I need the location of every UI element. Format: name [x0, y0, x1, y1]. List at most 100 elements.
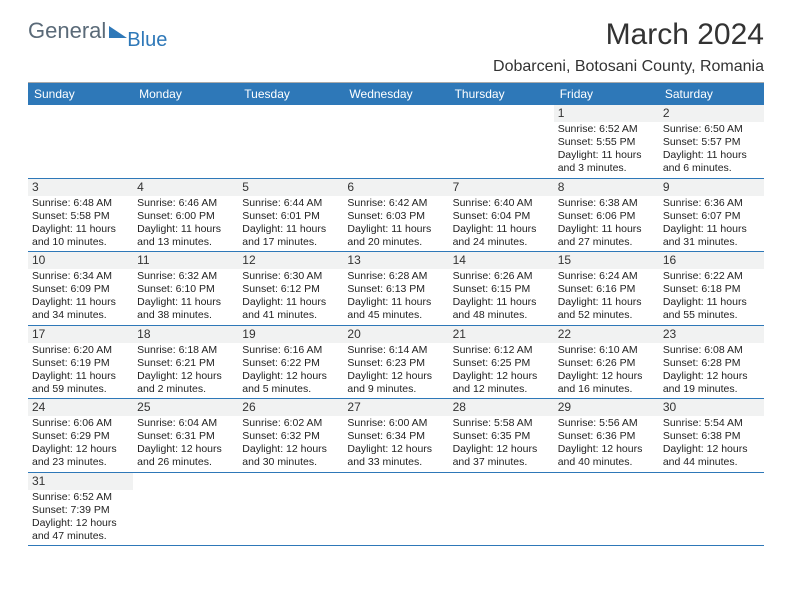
day-cell: 19Sunrise: 6:16 AMSunset: 6:22 PMDayligh… [238, 326, 343, 399]
day-number: 3 [28, 179, 133, 196]
day-daylight1: Daylight: 11 hours [453, 223, 550, 236]
day-sunset: Sunset: 6:36 PM [558, 430, 655, 443]
location: Dobarceni, Botosani County, Romania [493, 58, 764, 76]
day-sunset: Sunset: 5:55 PM [558, 136, 655, 149]
day-daylight2: and 5 minutes. [242, 383, 339, 396]
day-sunset: Sunset: 6:29 PM [32, 430, 129, 443]
day-number: 1 [554, 105, 659, 122]
day-sunrise: Sunrise: 6:20 AM [32, 344, 129, 357]
day-sunset: Sunset: 6:16 PM [558, 283, 655, 296]
week-row: 24Sunrise: 6:06 AMSunset: 6:29 PMDayligh… [28, 399, 764, 473]
day-cell: 29Sunrise: 5:56 AMSunset: 6:36 PMDayligh… [554, 399, 659, 472]
day-daylight1: Daylight: 12 hours [347, 443, 444, 456]
day-cell: 5Sunrise: 6:44 AMSunset: 6:01 PMDaylight… [238, 179, 343, 252]
day-sunset: Sunset: 5:57 PM [663, 136, 760, 149]
weekday-header-cell: Friday [554, 83, 659, 105]
day-daylight1: Daylight: 11 hours [558, 223, 655, 236]
day-daylight2: and 37 minutes. [453, 456, 550, 469]
day-number: 24 [28, 399, 133, 416]
day-daylight1: Daylight: 12 hours [32, 443, 129, 456]
day-cell [659, 473, 764, 546]
day-sunrise: Sunrise: 6:22 AM [663, 270, 760, 283]
logo: General Blue [28, 18, 169, 44]
day-sunset: Sunset: 6:00 PM [137, 210, 234, 223]
day-daylight1: Daylight: 12 hours [663, 370, 760, 383]
day-cell: 3Sunrise: 6:48 AMSunset: 5:58 PMDaylight… [28, 179, 133, 252]
day-daylight1: Daylight: 12 hours [663, 443, 760, 456]
day-cell: 7Sunrise: 6:40 AMSunset: 6:04 PMDaylight… [449, 179, 554, 252]
day-sunset: Sunset: 6:12 PM [242, 283, 339, 296]
day-sunrise: Sunrise: 5:54 AM [663, 417, 760, 430]
day-sunrise: Sunrise: 5:58 AM [453, 417, 550, 430]
day-cell: 25Sunrise: 6:04 AMSunset: 6:31 PMDayligh… [133, 399, 238, 472]
logo-flag-icon [109, 26, 127, 38]
week-row: 31Sunrise: 6:52 AMSunset: 7:39 PMDayligh… [28, 473, 764, 547]
day-number: 8 [554, 179, 659, 196]
day-daylight1: Daylight: 11 hours [347, 223, 444, 236]
day-cell: 14Sunrise: 6:26 AMSunset: 6:15 PMDayligh… [449, 252, 554, 325]
day-sunset: Sunset: 6:04 PM [453, 210, 550, 223]
day-number: 17 [28, 326, 133, 343]
day-daylight1: Daylight: 12 hours [453, 370, 550, 383]
day-cell: 20Sunrise: 6:14 AMSunset: 6:23 PMDayligh… [343, 326, 448, 399]
day-sunset: Sunset: 6:10 PM [137, 283, 234, 296]
day-cell: 6Sunrise: 6:42 AMSunset: 6:03 PMDaylight… [343, 179, 448, 252]
day-cell: 28Sunrise: 5:58 AMSunset: 6:35 PMDayligh… [449, 399, 554, 472]
day-cell [449, 105, 554, 178]
day-sunset: Sunset: 6:15 PM [453, 283, 550, 296]
day-cell: 10Sunrise: 6:34 AMSunset: 6:09 PMDayligh… [28, 252, 133, 325]
day-sunrise: Sunrise: 6:16 AM [242, 344, 339, 357]
day-sunset: Sunset: 6:34 PM [347, 430, 444, 443]
day-number: 25 [133, 399, 238, 416]
day-daylight2: and 9 minutes. [347, 383, 444, 396]
day-number: 4 [133, 179, 238, 196]
day-daylight1: Daylight: 11 hours [558, 149, 655, 162]
day-sunrise: Sunrise: 6:26 AM [453, 270, 550, 283]
day-daylight2: and 33 minutes. [347, 456, 444, 469]
day-daylight2: and 17 minutes. [242, 236, 339, 249]
day-daylight2: and 26 minutes. [137, 456, 234, 469]
day-sunset: Sunset: 6:07 PM [663, 210, 760, 223]
day-cell [343, 105, 448, 178]
day-daylight2: and 59 minutes. [32, 383, 129, 396]
day-sunset: Sunset: 6:28 PM [663, 357, 760, 370]
day-sunset: Sunset: 6:38 PM [663, 430, 760, 443]
day-sunset: Sunset: 5:58 PM [32, 210, 129, 223]
logo-text-blue: Blue [127, 29, 167, 52]
day-daylight2: and 27 minutes. [558, 236, 655, 249]
day-number: 11 [133, 252, 238, 269]
day-number: 2 [659, 105, 764, 122]
day-daylight2: and 48 minutes. [453, 309, 550, 322]
week-row: 17Sunrise: 6:20 AMSunset: 6:19 PMDayligh… [28, 326, 764, 400]
day-number: 13 [343, 252, 448, 269]
day-cell: 22Sunrise: 6:10 AMSunset: 6:26 PMDayligh… [554, 326, 659, 399]
day-number: 6 [343, 179, 448, 196]
day-daylight1: Daylight: 11 hours [663, 149, 760, 162]
day-sunrise: Sunrise: 6:24 AM [558, 270, 655, 283]
day-cell: 26Sunrise: 6:02 AMSunset: 6:32 PMDayligh… [238, 399, 343, 472]
day-sunset: Sunset: 6:21 PM [137, 357, 234, 370]
day-daylight2: and 38 minutes. [137, 309, 234, 322]
day-cell: 30Sunrise: 5:54 AMSunset: 6:38 PMDayligh… [659, 399, 764, 472]
day-cell: 11Sunrise: 6:32 AMSunset: 6:10 PMDayligh… [133, 252, 238, 325]
day-cell: 23Sunrise: 6:08 AMSunset: 6:28 PMDayligh… [659, 326, 764, 399]
day-daylight2: and 10 minutes. [32, 236, 129, 249]
calendar: Sunday Monday Tuesday Wednesday Thursday… [28, 82, 764, 546]
day-cell [133, 473, 238, 546]
weeks-container: 1Sunrise: 6:52 AMSunset: 5:55 PMDaylight… [28, 105, 764, 546]
day-cell [554, 473, 659, 546]
day-daylight1: Daylight: 12 hours [558, 370, 655, 383]
day-daylight1: Daylight: 11 hours [32, 223, 129, 236]
day-daylight2: and 30 minutes. [242, 456, 339, 469]
day-sunrise: Sunrise: 6:00 AM [347, 417, 444, 430]
day-sunrise: Sunrise: 6:10 AM [558, 344, 655, 357]
day-daylight1: Daylight: 12 hours [347, 370, 444, 383]
day-sunrise: Sunrise: 6:08 AM [663, 344, 760, 357]
day-sunrise: Sunrise: 6:04 AM [137, 417, 234, 430]
month-title: March 2024 [493, 18, 764, 52]
day-daylight2: and 31 minutes. [663, 236, 760, 249]
day-cell [343, 473, 448, 546]
day-sunrise: Sunrise: 6:38 AM [558, 197, 655, 210]
day-sunset: Sunset: 6:31 PM [137, 430, 234, 443]
day-cell: 9Sunrise: 6:36 AMSunset: 6:07 PMDaylight… [659, 179, 764, 252]
